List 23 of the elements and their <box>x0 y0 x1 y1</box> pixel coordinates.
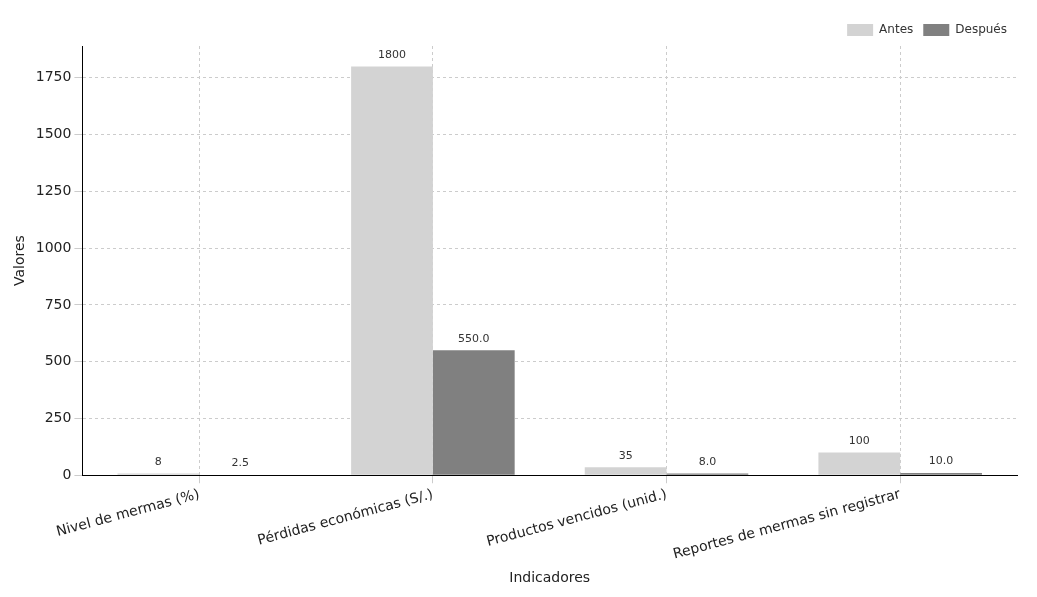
data-label: 550.0 <box>458 331 490 345</box>
y-tick-label: 750 <box>44 295 72 312</box>
data-label: 2.5 <box>231 456 249 470</box>
data-label: 8.0 <box>698 454 717 468</box>
y-tick-label: 500 <box>44 352 72 369</box>
y-tick-label: 1750 <box>35 68 72 85</box>
y-tick-label: 0 <box>62 465 72 482</box>
data-label: 35 <box>618 448 633 462</box>
legend-label: Después <box>955 22 1007 37</box>
x-axis-title: Indicadores <box>509 569 591 586</box>
bar <box>432 350 515 475</box>
x-tick-label: Nivel de mermas (%) <box>54 485 201 539</box>
x-tick-label: Reportes de mermas sin registrar <box>671 485 903 562</box>
y-tick-label: 1500 <box>35 125 72 142</box>
data-label: 8 <box>154 454 162 468</box>
data-label: 1800 <box>378 47 407 61</box>
y-tick-label: 250 <box>44 409 72 426</box>
legend-label: Antes <box>879 22 914 37</box>
y-tick-label: 1250 <box>35 181 72 198</box>
data-label: 100 <box>848 433 870 447</box>
data-label: 10.0 <box>928 454 954 468</box>
y-tick-label: 1000 <box>35 238 72 255</box>
y-axis-title: Valores <box>11 235 28 287</box>
